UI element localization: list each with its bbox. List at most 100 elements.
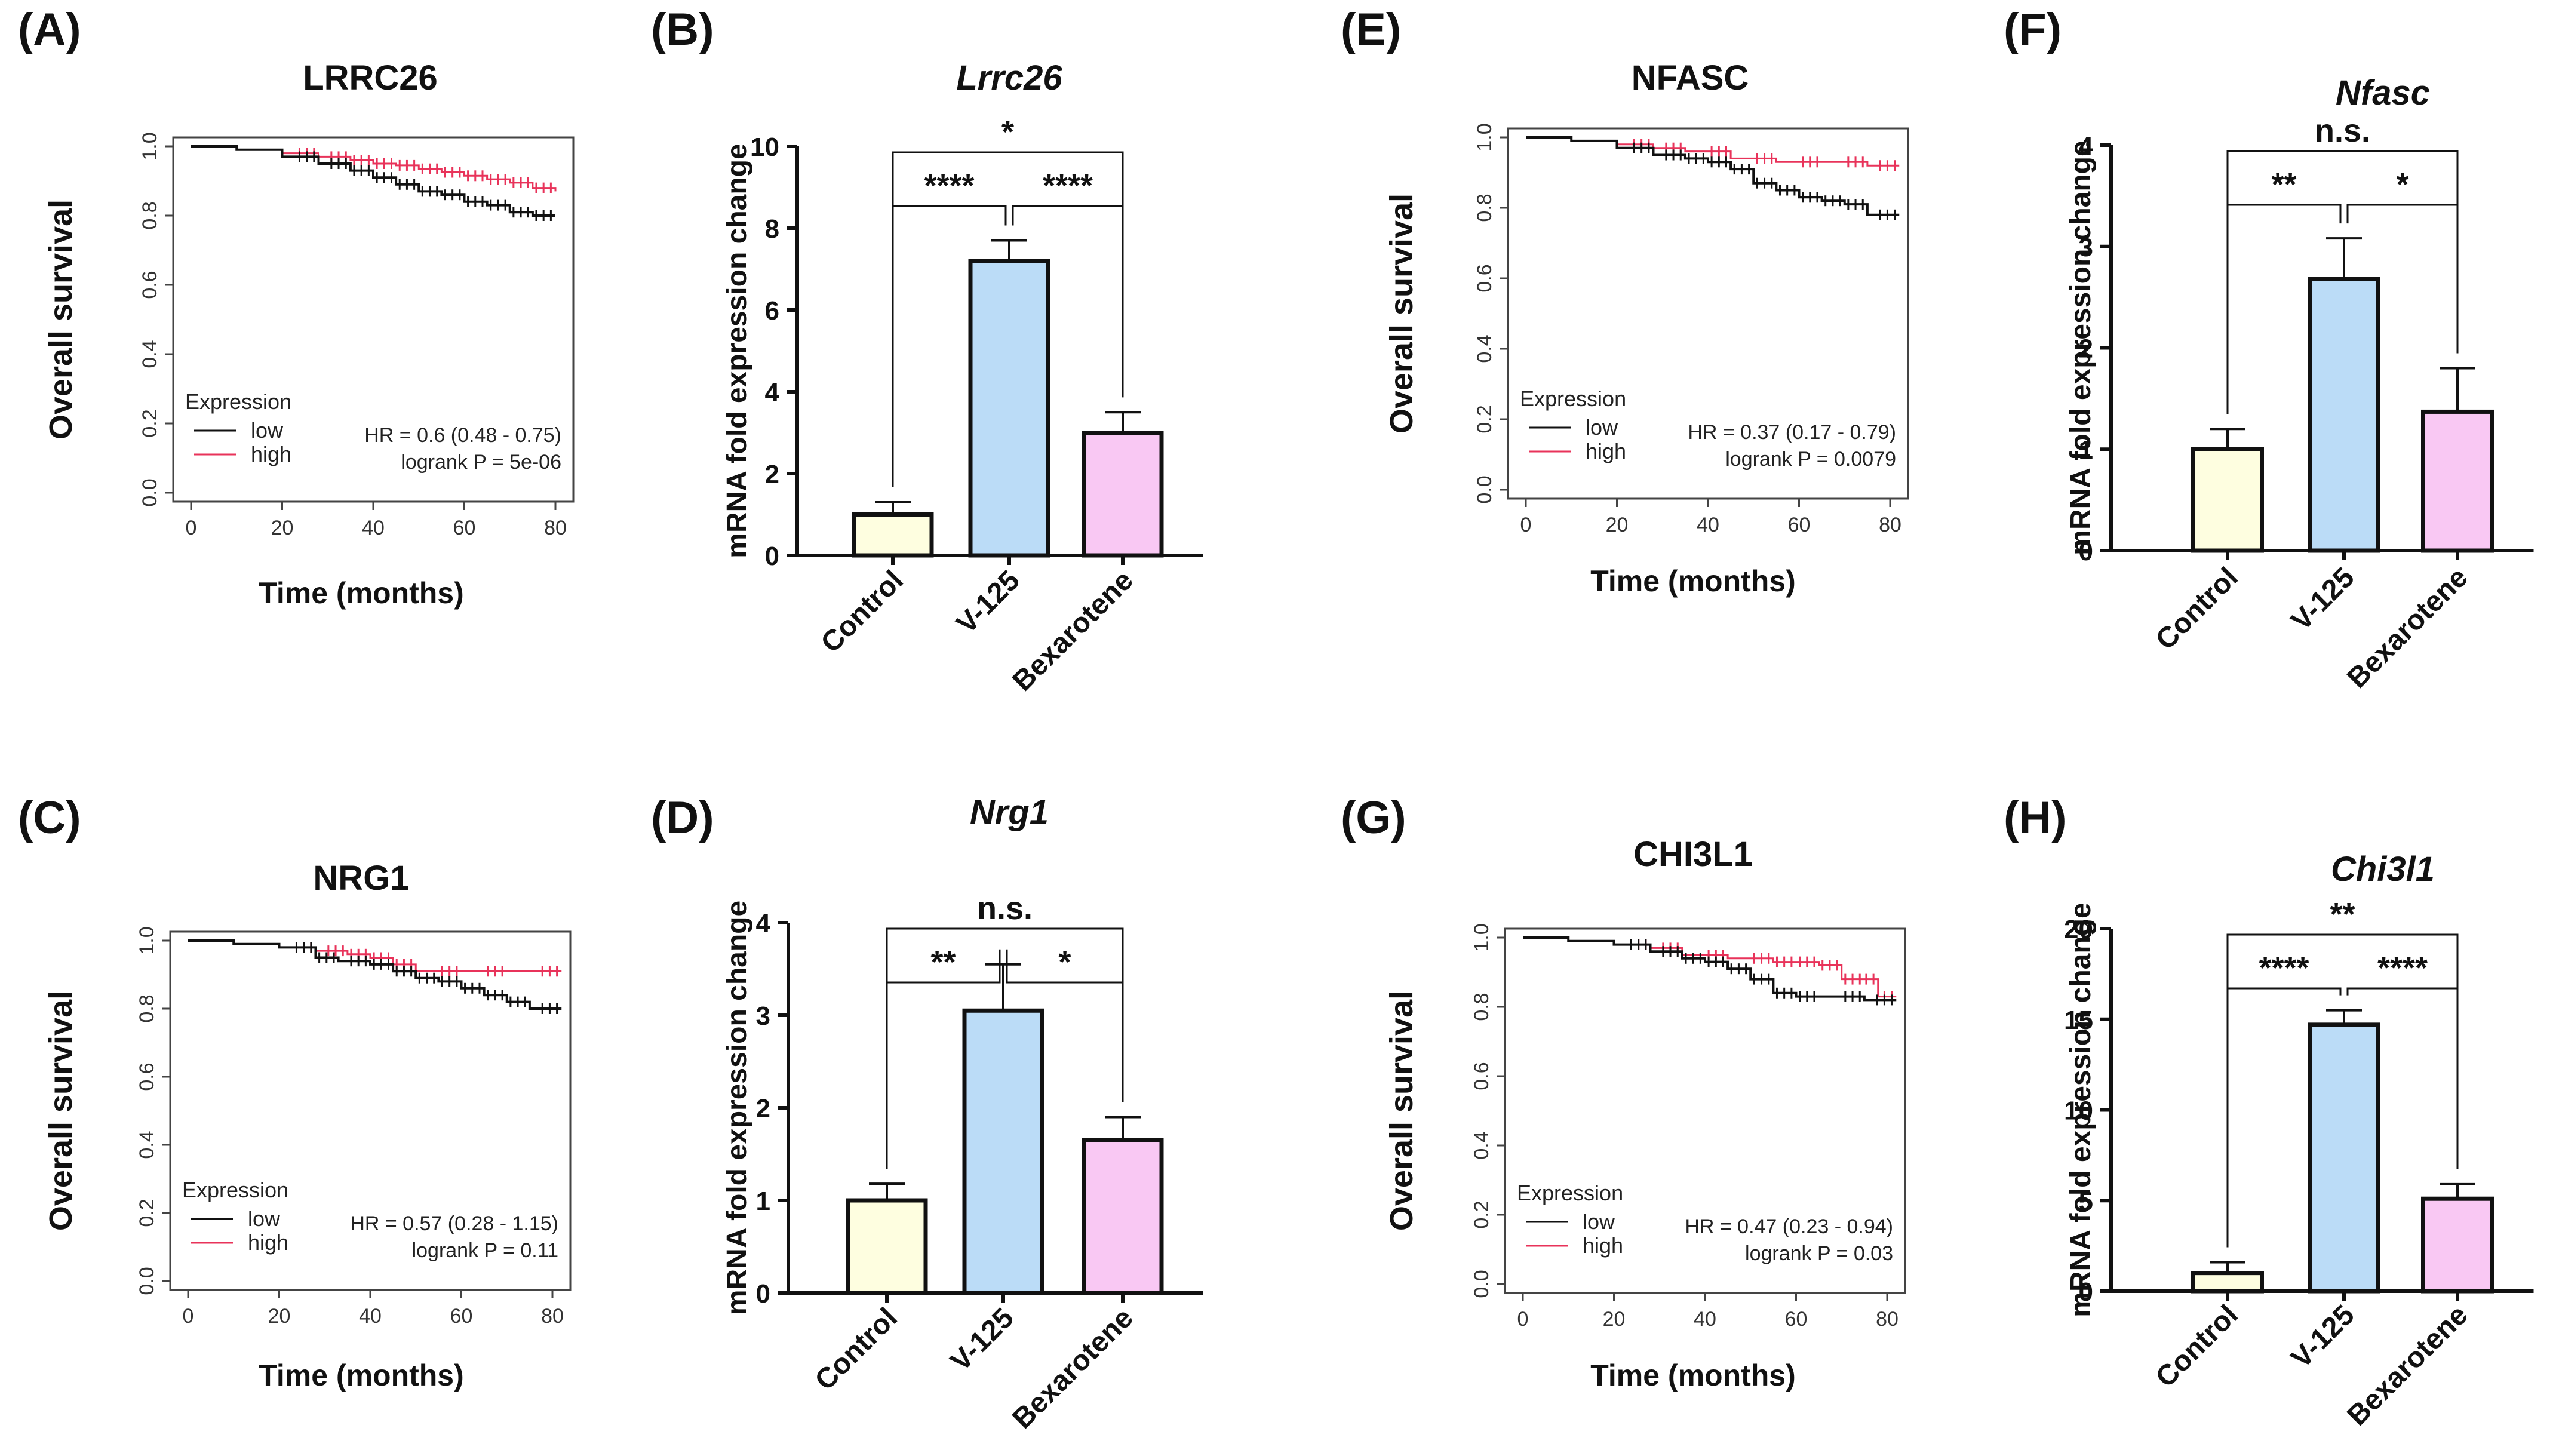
km-panel-nfasc: (E) NFASC 0.0 0.2 0.4 0.6 0.8 1.0 0 20 40 60 80 Overa…: [1341, 4, 1909, 598]
plot-frame: [172, 136, 575, 503]
y-tick-label: 0.6: [136, 1062, 158, 1091]
legend-label-high: high: [1586, 439, 1626, 463]
bar-control: [2191, 447, 2264, 553]
y-tick-label: 2: [2079, 334, 2093, 364]
y-tick-label: 0.8: [136, 994, 158, 1022]
y-axis-label: mRNA fold expression change: [2065, 140, 2097, 555]
y-tick-label: 15: [2064, 1006, 2093, 1035]
y-axis-label: mRNA fold expression change: [2065, 902, 2097, 1317]
y-tick-label: 0: [2079, 537, 2093, 566]
significance-label: **: [2330, 896, 2355, 932]
x-tick-label: 80: [541, 1305, 564, 1328]
km-title: CHI3L1: [1633, 835, 1753, 874]
logrank-p: logrank P = 0.0079: [1725, 448, 1896, 471]
x-tick-label: 0: [183, 1305, 194, 1328]
bar-v-125: [962, 1008, 1044, 1295]
panel-label: (C): [18, 792, 81, 843]
y-tick-label: 0: [2079, 1277, 2093, 1307]
bar-v-125: [968, 259, 1050, 558]
legend-label-high: high: [251, 442, 291, 466]
censor-marks-low: [1633, 142, 1896, 220]
hazard-ratio: HR = 0.6 (0.48 - 0.75): [364, 424, 561, 447]
y-tick-label: 3: [2079, 233, 2093, 262]
survival-curve-low: [191, 145, 555, 217]
y-axis-label: Overall survival: [43, 991, 79, 1231]
bar-bexarotene: [2421, 409, 2494, 553]
y-tick-label: 1.0: [1470, 923, 1493, 951]
significance-label: ****: [2259, 950, 2309, 986]
category-label: V-125: [945, 1302, 1020, 1377]
significance-label: ****: [1043, 168, 1093, 204]
logrank-p: logrank P = 0.03: [1745, 1242, 1893, 1265]
legend-title: Expression: [182, 1178, 288, 1202]
category-label: Control: [815, 564, 910, 659]
km-title: LRRC26: [303, 59, 438, 97]
significance-label: *: [1058, 944, 1071, 980]
x-axis-label: Time (months): [1590, 1359, 1796, 1392]
censor-marks-low: [298, 151, 552, 221]
x-tick-label: 0: [1517, 1308, 1529, 1331]
bar-title: Lrrc26: [956, 59, 1062, 97]
x-tick-label: 40: [1697, 514, 1719, 536]
significance-label: **: [930, 944, 956, 980]
y-tick-label: 4: [765, 378, 780, 407]
km-panel-nrg1: (C) NRG1 0.0 0.2 0.4 0.6 0.8 1.0 0 20 40 60 80 Overal…: [18, 792, 572, 1392]
y-tick-label: 0.4: [1473, 334, 1496, 363]
legend-label-low: low: [248, 1206, 281, 1231]
x-tick-label: 0: [1520, 514, 1532, 536]
bar-title: Nfasc: [2336, 73, 2430, 112]
x-tick-label: 20: [1606, 514, 1629, 536]
y-tick-label: 0.8: [1473, 193, 1496, 222]
legend-title: Expression: [185, 389, 291, 414]
censor-marks-low: [295, 942, 558, 1014]
km-title: NFASC: [1632, 59, 1749, 97]
survival-curve-low: [1523, 936, 1897, 1002]
bar-v-125: [2308, 1022, 2380, 1294]
y-axis-label: Overall survival: [43, 199, 79, 440]
y-tick-label: 4: [2079, 131, 2094, 161]
logrank-p: logrank P = 5e-06: [401, 451, 561, 474]
panel-label: (D): [651, 792, 714, 843]
y-tick-label: 8: [765, 214, 779, 244]
y-tick-label: 0.2: [136, 1199, 158, 1227]
x-tick-label: 40: [1694, 1308, 1716, 1331]
survival-curve-high: [1523, 936, 1897, 998]
logrank-p: logrank P = 0.11: [412, 1239, 558, 1262]
x-tick-label: 40: [362, 517, 385, 539]
y-tick-label: 0.8: [139, 201, 161, 229]
bar-bexarotene: [2421, 1196, 2494, 1294]
y-tick-label: 0.2: [1473, 405, 1496, 433]
x-tick-label: 60: [1785, 1308, 1808, 1331]
y-tick-label: 3: [756, 1002, 770, 1031]
y-tick-label: 0.0: [136, 1267, 158, 1295]
survival-curve-high: [191, 145, 557, 192]
y-tick-label: 0.6: [139, 271, 161, 299]
legend-label-high: high: [248, 1230, 288, 1255]
y-tick-label: 0.4: [1470, 1131, 1493, 1159]
panel-label: (A): [18, 4, 81, 55]
bar-title: Chi3l1: [2331, 850, 2435, 889]
x-tick-label: 20: [1603, 1308, 1626, 1331]
y-tick-label: 0.4: [139, 340, 161, 368]
y-tick-label: 10: [2064, 1096, 2093, 1126]
y-tick-label: 0.0: [1470, 1270, 1493, 1298]
x-tick-label: 60: [450, 1305, 473, 1328]
bar-control: [2191, 1271, 2264, 1294]
x-tick-label: 60: [1788, 514, 1811, 536]
y-tick-label: 0: [765, 542, 779, 571]
x-tick-label: 0: [186, 517, 197, 539]
significance-bracket: [892, 151, 1124, 487]
panel-label: (F): [2004, 4, 2062, 55]
y-tick-label: 2: [765, 460, 779, 489]
y-axis-label: Overall survival: [1384, 193, 1420, 434]
bar-control: [852, 512, 934, 558]
significance-label: n.s.: [977, 890, 1033, 926]
plot-frame: [169, 930, 572, 1291]
panel-label: (E): [1341, 4, 1401, 55]
significance-label: **: [2271, 167, 2296, 202]
y-tick-label: 0.4: [136, 1131, 158, 1159]
x-tick-label: 40: [359, 1305, 382, 1328]
hazard-ratio: HR = 0.47 (0.23 - 0.94): [1685, 1215, 1893, 1238]
